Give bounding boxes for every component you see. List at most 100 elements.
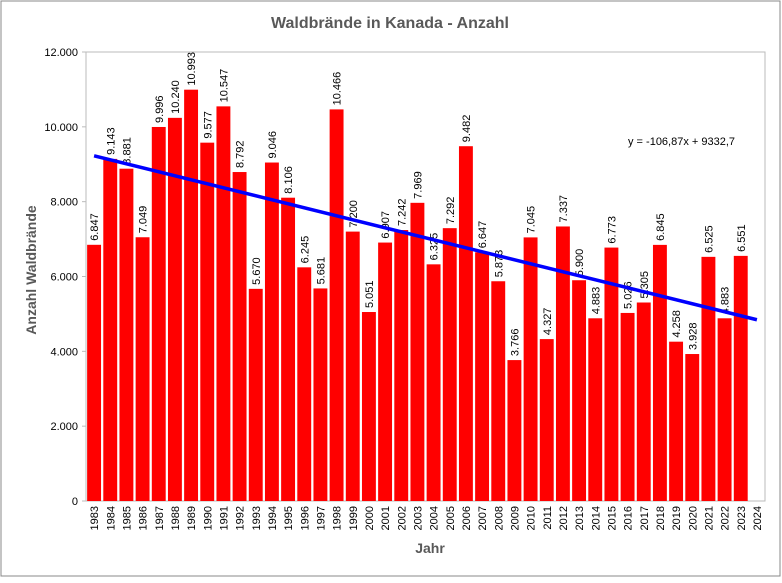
- x-tick-label: 1988: [170, 506, 182, 530]
- x-tick-label: 2006: [461, 506, 473, 530]
- bar: [216, 106, 231, 501]
- value-label: 5.051: [364, 280, 376, 308]
- bar: [685, 354, 700, 501]
- y-tick-label: 0: [72, 496, 78, 508]
- value-label: 6.325: [429, 233, 441, 261]
- value-label: 3.766: [509, 329, 521, 357]
- value-label: 5.900: [574, 249, 586, 277]
- value-label: 7.200: [348, 200, 360, 228]
- y-tick-label: 2.000: [50, 421, 78, 433]
- value-label: 6.907: [380, 211, 392, 239]
- x-tick-label: 2011: [542, 506, 554, 530]
- value-label: 4.258: [671, 310, 683, 338]
- bar: [475, 252, 490, 501]
- value-label: 9.996: [154, 95, 166, 123]
- y-tick-label: 6.000: [50, 272, 78, 284]
- value-label: 7.969: [412, 171, 424, 199]
- bar: [426, 264, 441, 501]
- bar: [507, 360, 522, 501]
- x-tick-label: 2021: [703, 506, 715, 530]
- bar: [604, 247, 619, 501]
- value-label: 5.670: [251, 257, 263, 285]
- value-label: 9.143: [105, 127, 117, 155]
- value-label: 6.647: [477, 221, 489, 249]
- bar: [232, 172, 247, 502]
- x-tick-label: 1996: [299, 506, 311, 530]
- y-tick-label: 4.000: [50, 346, 78, 358]
- value-label: 7.337: [558, 195, 570, 223]
- x-tick-label: 2007: [477, 506, 489, 530]
- x-tick-label: 1993: [251, 506, 263, 530]
- bar: [151, 126, 166, 501]
- value-label: 5.681: [315, 257, 327, 285]
- bar: [281, 197, 296, 501]
- x-tick-label: 2004: [429, 506, 441, 530]
- bar: [555, 226, 570, 501]
- x-tick-label: 1992: [235, 506, 247, 530]
- x-tick-label: 2020: [687, 506, 699, 530]
- bar: [458, 146, 473, 502]
- x-tick-label: 2014: [590, 506, 602, 530]
- y-tick-label: 12.000: [44, 47, 78, 59]
- value-label: 6.773: [606, 216, 618, 244]
- x-tick-label: 2002: [396, 506, 408, 530]
- x-tick-label: 2017: [639, 506, 651, 530]
- value-label: 10.466: [332, 72, 344, 106]
- bar: [329, 109, 344, 502]
- bar: [361, 312, 376, 501]
- bar: [200, 142, 215, 501]
- x-tick-label: 1986: [138, 506, 150, 530]
- x-tick-label: 2001: [380, 506, 392, 530]
- x-tick-label: 1985: [121, 506, 133, 530]
- value-label: 8.792: [235, 141, 247, 169]
- x-tick-label: 1991: [218, 506, 230, 530]
- x-tick-label: 2023: [736, 506, 748, 530]
- x-tick-label: 2018: [655, 506, 667, 530]
- x-tick-label: 1995: [283, 506, 295, 530]
- bar: [378, 242, 393, 501]
- x-tick-label: 2015: [606, 506, 618, 530]
- value-label: 4.883: [720, 287, 732, 315]
- x-tick-label: 2003: [412, 506, 424, 530]
- y-tick-label: 8.000: [50, 197, 78, 209]
- bar: [313, 288, 328, 501]
- x-tick-label: 1984: [105, 506, 117, 530]
- bar: [717, 318, 732, 501]
- value-label: 7.045: [526, 206, 538, 234]
- x-tick-label: 2016: [623, 506, 635, 530]
- x-tick-label: 1997: [315, 506, 327, 530]
- bar: [701, 256, 716, 501]
- bar: [620, 312, 635, 501]
- x-tick-label: 2024: [752, 506, 764, 530]
- value-label: 10.547: [218, 69, 230, 103]
- value-label: 7.049: [138, 206, 150, 234]
- value-label: 10.240: [170, 80, 182, 114]
- value-label: 9.577: [202, 111, 214, 139]
- bar: [167, 117, 182, 501]
- bar: [442, 228, 457, 502]
- value-label: 8.881: [121, 137, 133, 165]
- x-tick-label: 2012: [558, 506, 570, 530]
- x-tick-label: 1994: [267, 506, 279, 530]
- x-tick-label: 2008: [493, 506, 505, 530]
- x-tick-label: 2019: [671, 506, 683, 530]
- value-label: 6.245: [299, 236, 311, 264]
- x-axis-label: Jahr: [415, 540, 445, 556]
- value-label: 4.327: [542, 308, 554, 336]
- bar: [669, 341, 684, 501]
- bar: [135, 237, 150, 501]
- value-label: 6.525: [703, 225, 715, 253]
- bar: [103, 158, 118, 501]
- bar: [588, 318, 603, 501]
- bar: [491, 281, 506, 501]
- x-tick-label: 1998: [332, 506, 344, 530]
- bar: [394, 230, 409, 501]
- x-tick-label: 2010: [526, 506, 538, 530]
- bar: [636, 302, 651, 501]
- value-label: 4.883: [590, 287, 602, 315]
- chart-title: Waldbrände in Kanada - Anzahl: [271, 15, 509, 32]
- bar: [410, 202, 425, 501]
- x-tick-label: 2005: [445, 506, 457, 530]
- bar: [523, 237, 538, 501]
- value-label: 9.046: [267, 131, 279, 159]
